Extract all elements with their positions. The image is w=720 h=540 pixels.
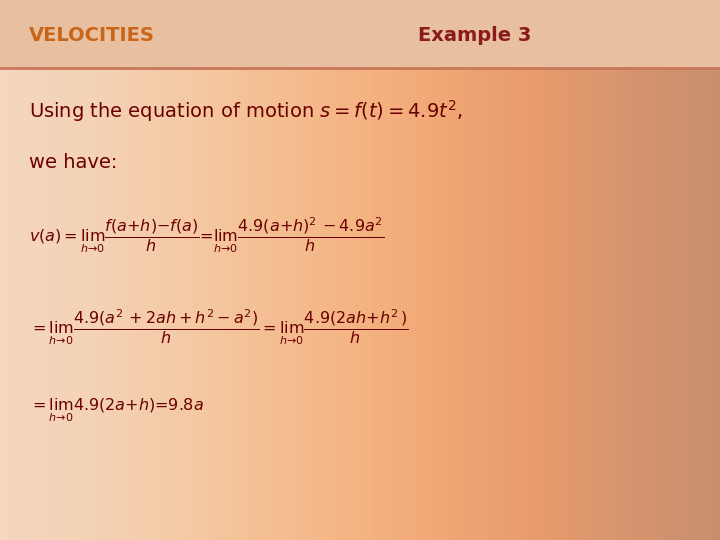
Text: $= \lim_{h \to 0} \dfrac{4.9(a^2 + 2ah + h^2 - a^2)}{h} = \lim_{h \to 0} \dfrac{: $= \lim_{h \to 0} \dfrac{4.9(a^2 + 2ah +… bbox=[29, 307, 409, 347]
Text: $= \lim_{h \to 0} 4.9(2a + h) = 9.8a$: $= \lim_{h \to 0} 4.9(2a + h) = 9.8a$ bbox=[29, 397, 204, 424]
Text: Example 3: Example 3 bbox=[418, 25, 531, 45]
Text: $v(a) = \lim_{h \to 0} \dfrac{f(a+h) - f(a)}{h} = \lim_{h \to 0} \dfrac{4.9(a+h): $v(a) = \lim_{h \to 0} \dfrac{f(a+h) - f… bbox=[29, 215, 384, 255]
Text: VELOCITIES: VELOCITIES bbox=[29, 25, 155, 45]
Text: Using the equation of motion $s = f(t) = 4.9t^2$,: Using the equation of motion $s = f(t) =… bbox=[29, 98, 463, 124]
Text: we have:: we have: bbox=[29, 152, 117, 172]
FancyBboxPatch shape bbox=[0, 0, 720, 68]
